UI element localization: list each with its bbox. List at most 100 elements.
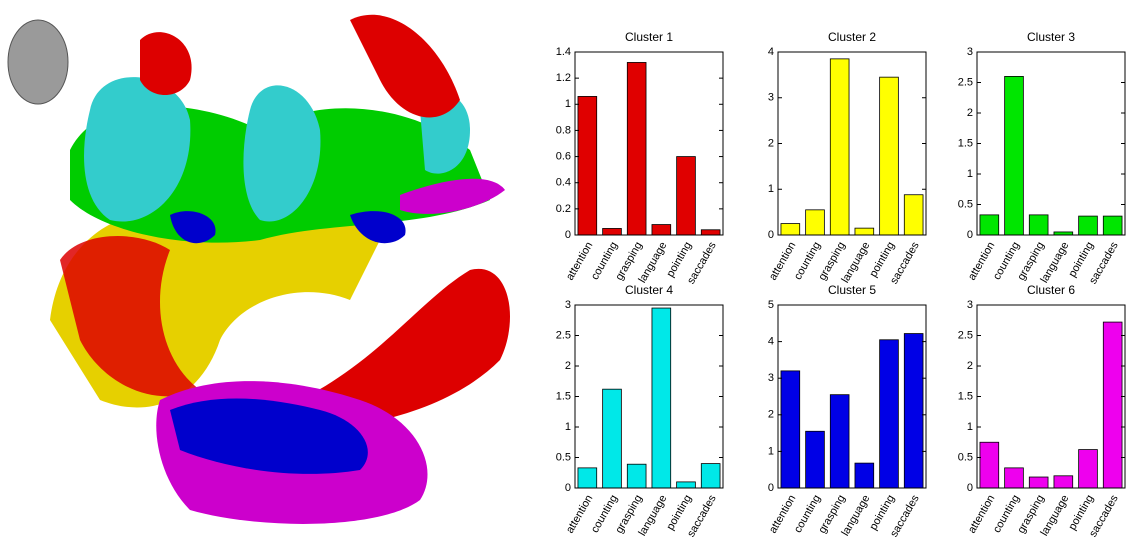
chart-title: Cluster 1	[625, 30, 673, 44]
y-tick-label: 2.5	[556, 329, 571, 341]
y-tick-label: 1.2	[556, 72, 571, 84]
chart-title: Cluster 2	[828, 30, 876, 44]
red-region	[140, 32, 192, 95]
magenta-region	[400, 178, 505, 214]
plot-frame	[574, 304, 724, 489]
bar	[577, 467, 598, 489]
y-tick-label: 2	[565, 360, 571, 372]
blue-region	[170, 398, 368, 474]
bar	[780, 223, 801, 236]
chart-title: Cluster 3	[1027, 30, 1075, 44]
bar	[854, 227, 875, 236]
bar	[879, 339, 899, 489]
y-tick-label: 5	[768, 299, 774, 311]
bar	[700, 463, 721, 489]
bar	[602, 228, 622, 236]
bar	[602, 388, 622, 489]
bar	[676, 481, 696, 489]
bar	[676, 156, 696, 236]
bar	[829, 394, 850, 489]
y-tick-label: 0	[967, 482, 973, 494]
bar	[1004, 76, 1024, 236]
blue-region	[350, 211, 406, 244]
red-region	[60, 236, 200, 397]
bar	[879, 76, 899, 236]
y-tick-label: 0.5	[556, 451, 571, 463]
y-tick-label: 3	[967, 46, 973, 58]
plot-frame	[976, 51, 1126, 236]
bar	[626, 62, 647, 236]
chart-title: Cluster 5	[828, 283, 876, 297]
bar	[1078, 449, 1098, 489]
brain-icon	[7, 19, 69, 105]
cyan-region	[84, 77, 191, 222]
bar	[1028, 214, 1049, 236]
y-tick-label: 1	[565, 98, 571, 110]
blue-region	[170, 211, 216, 244]
bar	[1004, 467, 1024, 489]
bar	[1028, 476, 1049, 489]
y-tick-label: 0.8	[556, 124, 571, 136]
y-tick-label: 0	[768, 229, 774, 241]
y-tick-label: 0	[565, 482, 571, 494]
bar	[829, 58, 850, 236]
chart-title: Cluster 6	[1027, 283, 1075, 297]
plot-frame	[777, 51, 927, 236]
y-tick-label: 3	[565, 299, 571, 311]
y-tick-label: 3	[967, 299, 973, 311]
bar	[626, 463, 647, 489]
y-tick-label: 1	[768, 445, 774, 457]
y-tick-label: 0.2	[556, 203, 571, 215]
y-tick-label: 0.6	[556, 150, 571, 162]
y-tick-label: 4	[768, 336, 774, 348]
bar	[805, 430, 825, 489]
y-tick-label: 4	[768, 46, 774, 58]
brain-render	[7, 14, 510, 524]
y-tick-label: 3	[768, 92, 774, 104]
y-tick-label: 2	[768, 409, 774, 421]
y-tick-label: 1.5	[958, 390, 973, 402]
y-tick-label: 2	[967, 360, 973, 372]
bar	[780, 370, 801, 489]
y-tick-label: 0.5	[958, 198, 973, 210]
bar	[903, 333, 924, 489]
bar	[1102, 321, 1123, 489]
y-tick-label: 2.5	[958, 329, 973, 341]
y-tick-label: 1	[768, 183, 774, 195]
y-tick-label: 1	[967, 168, 973, 180]
y-tick-label: 1.5	[958, 137, 973, 149]
y-tick-label: 1.5	[556, 390, 571, 402]
bar	[854, 462, 875, 489]
chart-title: Cluster 4	[625, 283, 673, 297]
bar	[651, 224, 672, 236]
bar	[700, 229, 721, 236]
plot-frame	[777, 304, 927, 489]
plot-frame	[574, 51, 724, 236]
y-tick-label: 3	[768, 372, 774, 384]
y-tick-label: 0	[768, 482, 774, 494]
red-region	[350, 14, 460, 118]
y-tick-label: 0.5	[958, 451, 973, 463]
y-tick-label: 2	[967, 107, 973, 119]
cyan-region	[243, 85, 321, 222]
red-region	[300, 268, 510, 430]
y-tick-label: 0	[565, 229, 571, 241]
bar	[1102, 215, 1123, 236]
y-tick-label: 1.4	[556, 46, 571, 58]
plot-frame	[976, 304, 1126, 489]
bar	[979, 441, 1000, 489]
bar	[651, 307, 672, 489]
y-tick-label: 0.4	[556, 177, 571, 189]
bar	[903, 194, 924, 236]
bar	[1078, 215, 1098, 236]
y-tick-label: 1	[565, 421, 571, 433]
y-tick-label: 2	[768, 137, 774, 149]
y-tick-label: 0	[967, 229, 973, 241]
y-tick-label: 2.5	[958, 76, 973, 88]
bar	[577, 96, 598, 236]
y-tick-label: 1	[967, 421, 973, 433]
bar	[979, 214, 1000, 236]
bar	[805, 209, 825, 236]
bar	[1053, 475, 1074, 489]
